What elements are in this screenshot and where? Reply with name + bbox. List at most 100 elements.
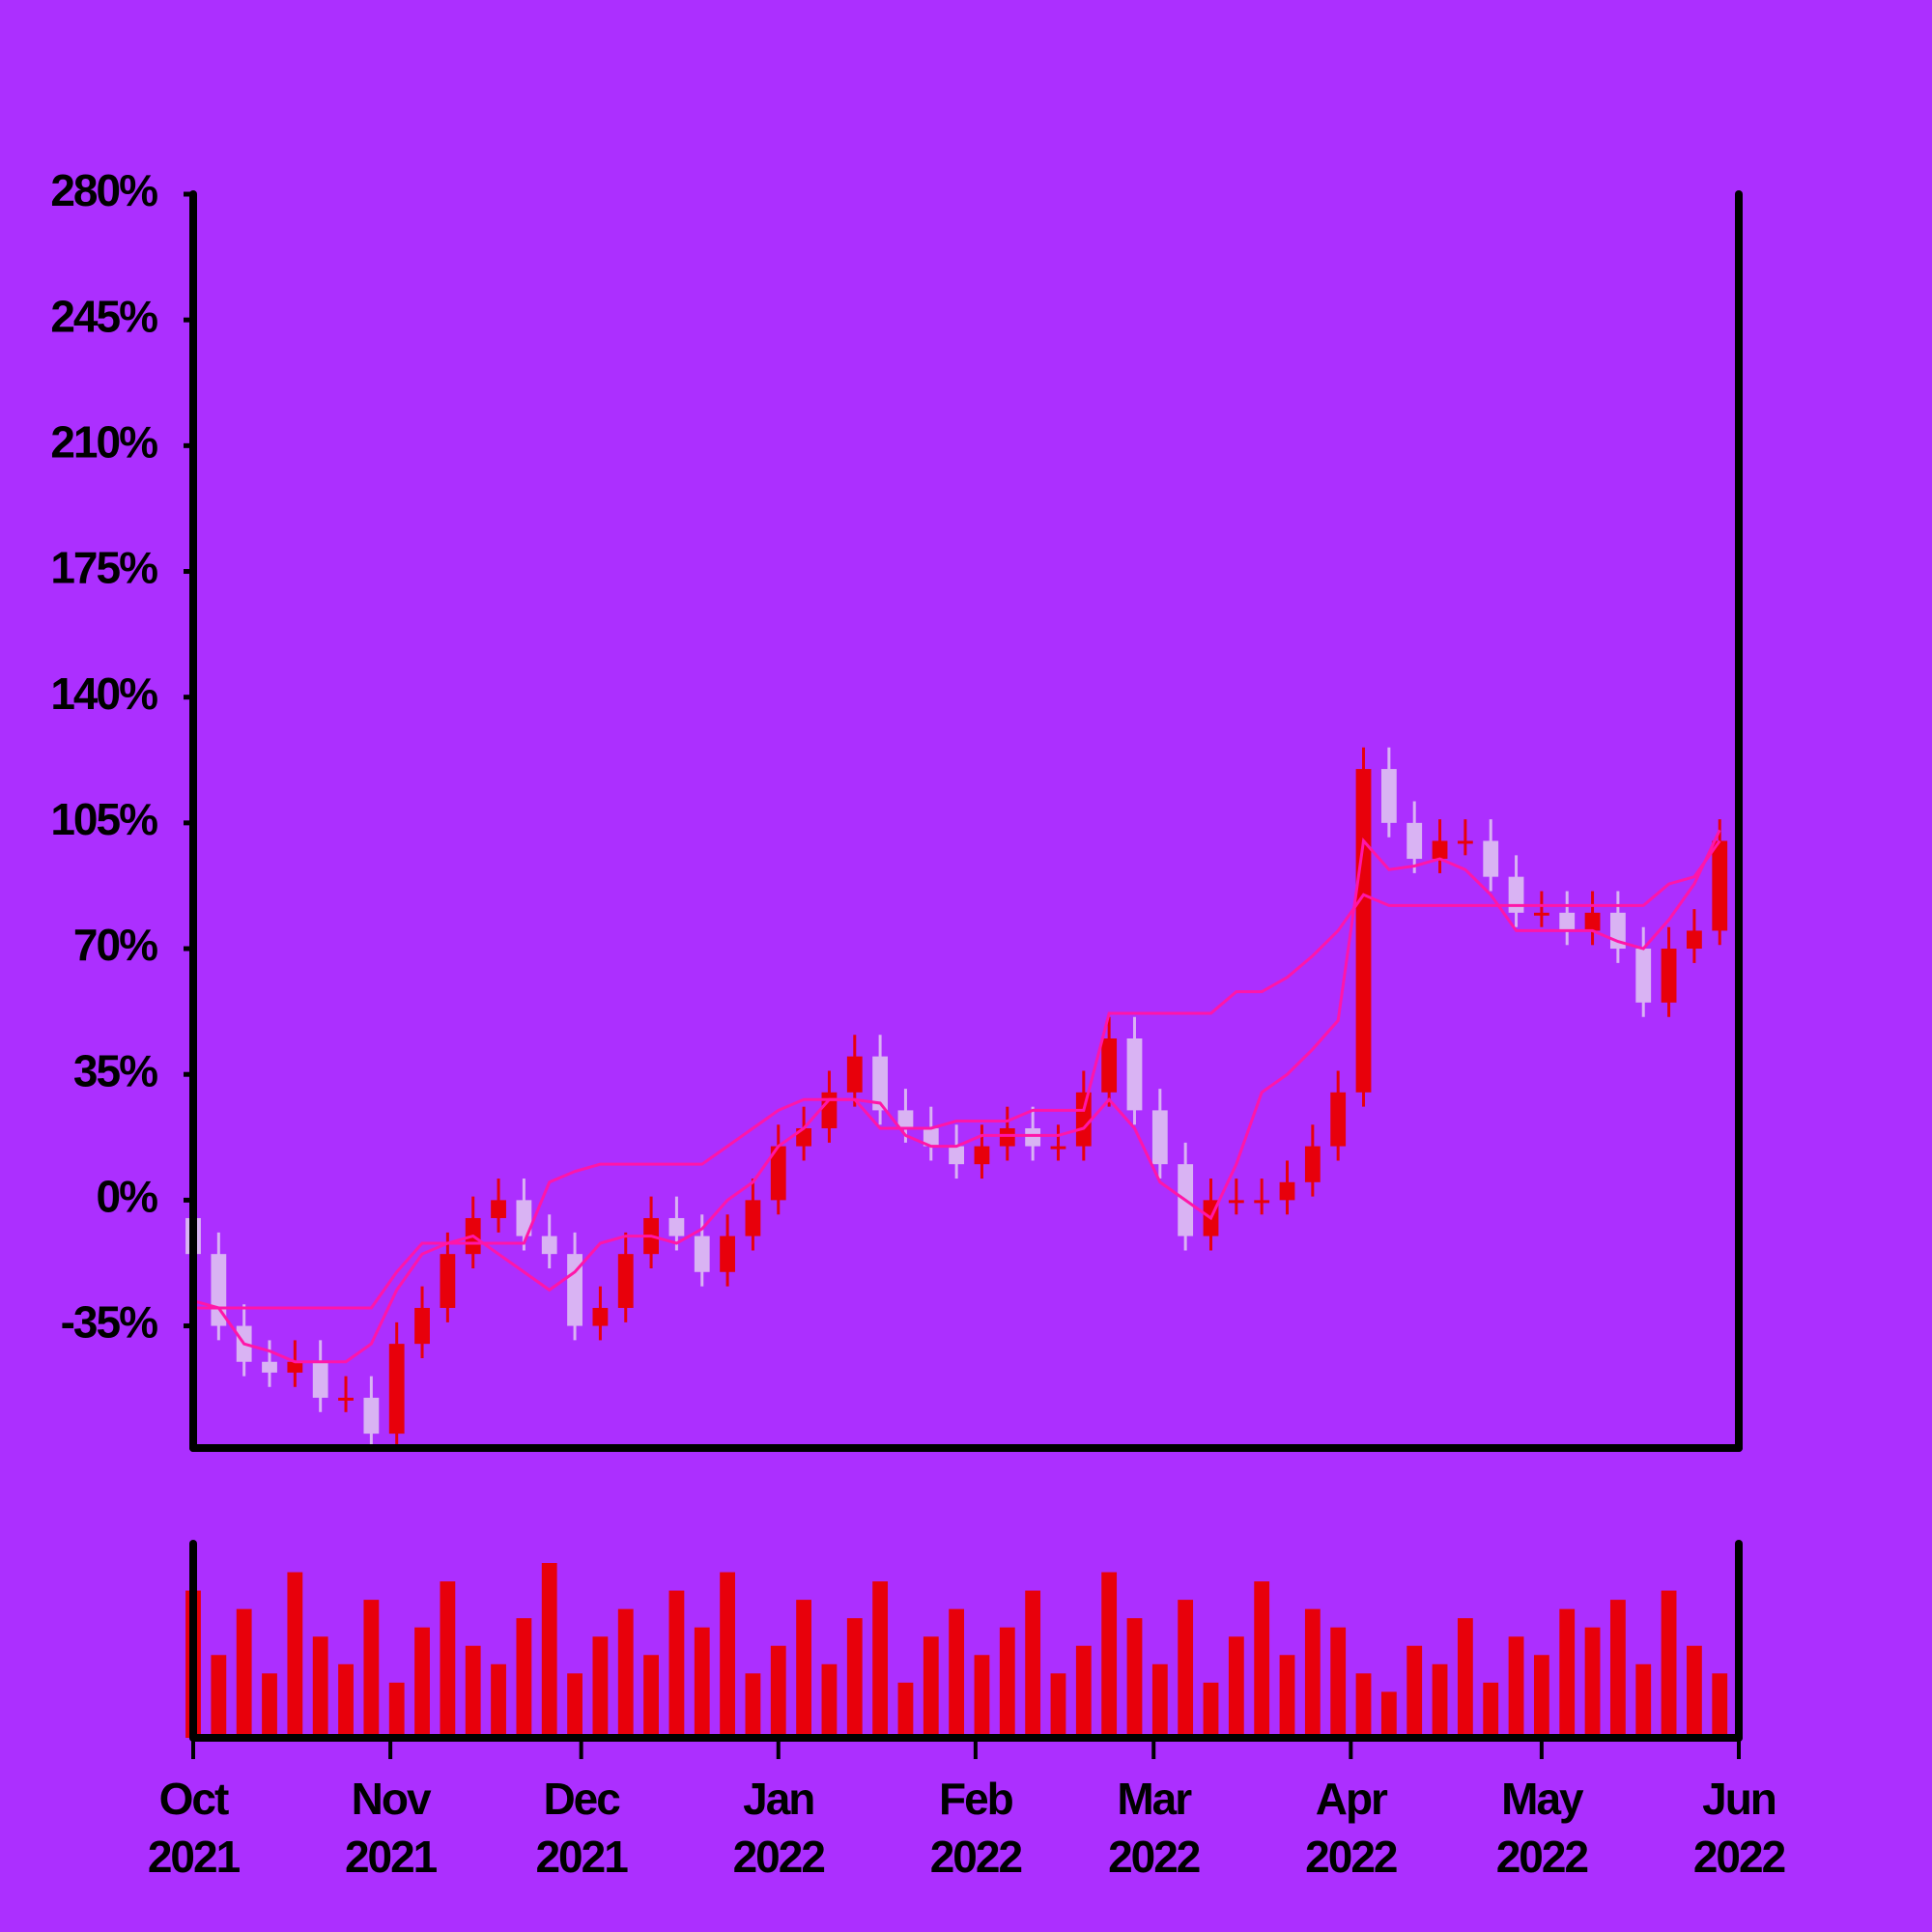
volume-bar: [974, 1655, 990, 1738]
volume-bar: [236, 1608, 252, 1738]
candle-body: [388, 1344, 405, 1435]
y-tick-label: -35%: [61, 1297, 157, 1348]
x-tick-label-line: Jan: [743, 1774, 813, 1824]
candle-body: [974, 1146, 990, 1165]
x-tick-label-line: 2022: [733, 1832, 825, 1882]
candle-body: [1254, 1200, 1270, 1204]
x-tick-label-line: Oct: [159, 1774, 229, 1824]
candle-body: [1559, 912, 1576, 931]
volume-bar: [1101, 1572, 1118, 1738]
candle-body: [1584, 912, 1601, 931]
volume-bar: [287, 1572, 303, 1738]
candle-body: [897, 1110, 914, 1128]
volume-bar: [1126, 1618, 1143, 1738]
volume-bar: [821, 1663, 838, 1738]
candle-body: [1661, 949, 1677, 1003]
candle-body: [1228, 1200, 1244, 1204]
y-tick-label: 280%: [50, 165, 157, 215]
x-tick-label-line: May: [1501, 1774, 1584, 1824]
volume-bar: [1178, 1600, 1194, 1738]
x-tick-label-line: 2022: [1305, 1832, 1397, 1882]
candle-body: [363, 1397, 380, 1435]
x-tick-label-line: 2021: [345, 1832, 438, 1882]
x-tick-label: Oct 2021: [148, 1774, 241, 1882]
volume-bar: [872, 1581, 889, 1738]
candle-body: [440, 1254, 456, 1308]
volume-bar: [567, 1673, 582, 1738]
x-tick-label-line: Nov: [352, 1774, 432, 1824]
candle-body: [1380, 769, 1397, 823]
x-tick-label-line: 2022: [1496, 1832, 1588, 1882]
candle-body: [1126, 1038, 1143, 1111]
volume-bar: [1432, 1663, 1448, 1738]
x-tick-label-line: Jun: [1702, 1774, 1776, 1824]
candle-body: [1101, 1038, 1118, 1093]
candle-body: [491, 1200, 506, 1218]
volume-bar: [388, 1682, 405, 1738]
candle-body: [1279, 1181, 1295, 1201]
x-tick-label-line: Mar: [1117, 1774, 1192, 1824]
volume-bar: [1380, 1691, 1397, 1738]
volume-bar: [745, 1673, 761, 1738]
volume-bar: [262, 1673, 277, 1738]
volume-bar: [338, 1663, 354, 1738]
volume-bar: [1330, 1627, 1347, 1738]
candle-body: [1025, 1127, 1041, 1147]
candle-body: [1432, 840, 1448, 860]
volume-bar: [440, 1581, 456, 1738]
volume-bar: [491, 1663, 506, 1738]
y-tick-label: 35%: [73, 1045, 157, 1095]
candle-body: [1687, 930, 1702, 950]
volume-bar: [720, 1572, 735, 1738]
candle-body: [1304, 1146, 1321, 1182]
candle-body: [1508, 876, 1524, 913]
volume-bar: [1609, 1600, 1626, 1738]
candle-body: [1330, 1092, 1347, 1147]
volume-bar: [1533, 1655, 1549, 1738]
volume-bar: [796, 1600, 811, 1738]
volume-bar: [1483, 1682, 1499, 1738]
x-tick-label-line: 2021: [148, 1832, 241, 1882]
x-tick-label-line: 2022: [930, 1832, 1022, 1882]
candle-body: [1050, 1146, 1066, 1150]
candle-body: [770, 1146, 786, 1201]
volume-bar: [1661, 1590, 1677, 1738]
candle-body: [999, 1127, 1015, 1147]
y-tick-label: 175%: [50, 543, 157, 593]
candle-body: [745, 1200, 761, 1236]
volume-bar: [897, 1682, 914, 1738]
x-tick-label-line: 2021: [535, 1832, 628, 1882]
volume-bar: [1050, 1673, 1066, 1738]
volume-bar: [1203, 1682, 1219, 1738]
x-tick-label: Jan 2022: [733, 1774, 825, 1882]
x-tick-label: May 2022: [1496, 1774, 1588, 1882]
volume-bar: [1457, 1618, 1473, 1738]
candle-body: [414, 1307, 430, 1345]
volume-bar: [211, 1655, 227, 1738]
overlay-line: [193, 839, 1721, 1310]
volume-bar: [1355, 1673, 1372, 1738]
volume-bar: [312, 1636, 328, 1738]
candle-body: [796, 1127, 811, 1147]
y-tick-label: 70%: [73, 920, 157, 970]
volume-bar: [617, 1608, 634, 1738]
volume-bar: [643, 1655, 659, 1738]
volume-bar: [1687, 1645, 1702, 1738]
candle-body: [1406, 822, 1423, 860]
candle-body: [338, 1397, 354, 1401]
candle-body: [668, 1217, 685, 1236]
volume-bar: [846, 1618, 863, 1738]
volume-bar: [923, 1636, 939, 1738]
volume-bar: [1304, 1608, 1321, 1738]
candle-body: [694, 1236, 710, 1272]
volume-bar: [1075, 1645, 1092, 1738]
candle-body: [1355, 769, 1372, 1093]
candle-body: [872, 1056, 889, 1111]
x-tick-label: Apr 2022: [1305, 1774, 1397, 1882]
volume-bar: [668, 1590, 685, 1738]
volume-bar: [1508, 1636, 1524, 1738]
x-tick-label: Nov 2021: [345, 1774, 438, 1882]
y-tick-label: 245%: [50, 291, 157, 341]
